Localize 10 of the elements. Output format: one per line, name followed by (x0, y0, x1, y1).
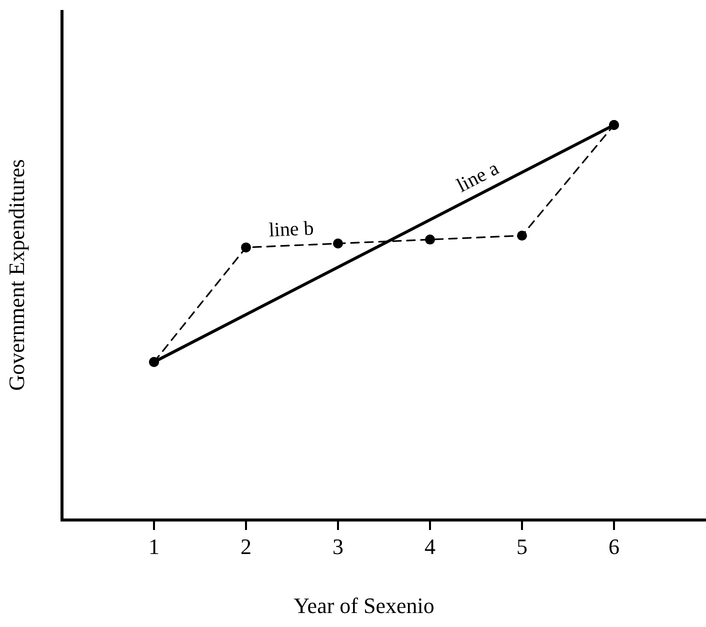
x-tick-label: 6 (608, 534, 620, 559)
x-tick-label: 1 (148, 534, 160, 559)
x-tick-label: 2 (240, 534, 252, 559)
x-tick-label: 4 (424, 534, 436, 559)
text: line a (453, 157, 503, 197)
x-tick-label: 5 (516, 534, 528, 559)
series-label: line b (268, 218, 314, 242)
y-axis-title: Government Expenditures (4, 159, 29, 391)
x-axis-title: Year of Sexenio (294, 593, 434, 618)
x-tick-label: 3 (332, 534, 344, 559)
